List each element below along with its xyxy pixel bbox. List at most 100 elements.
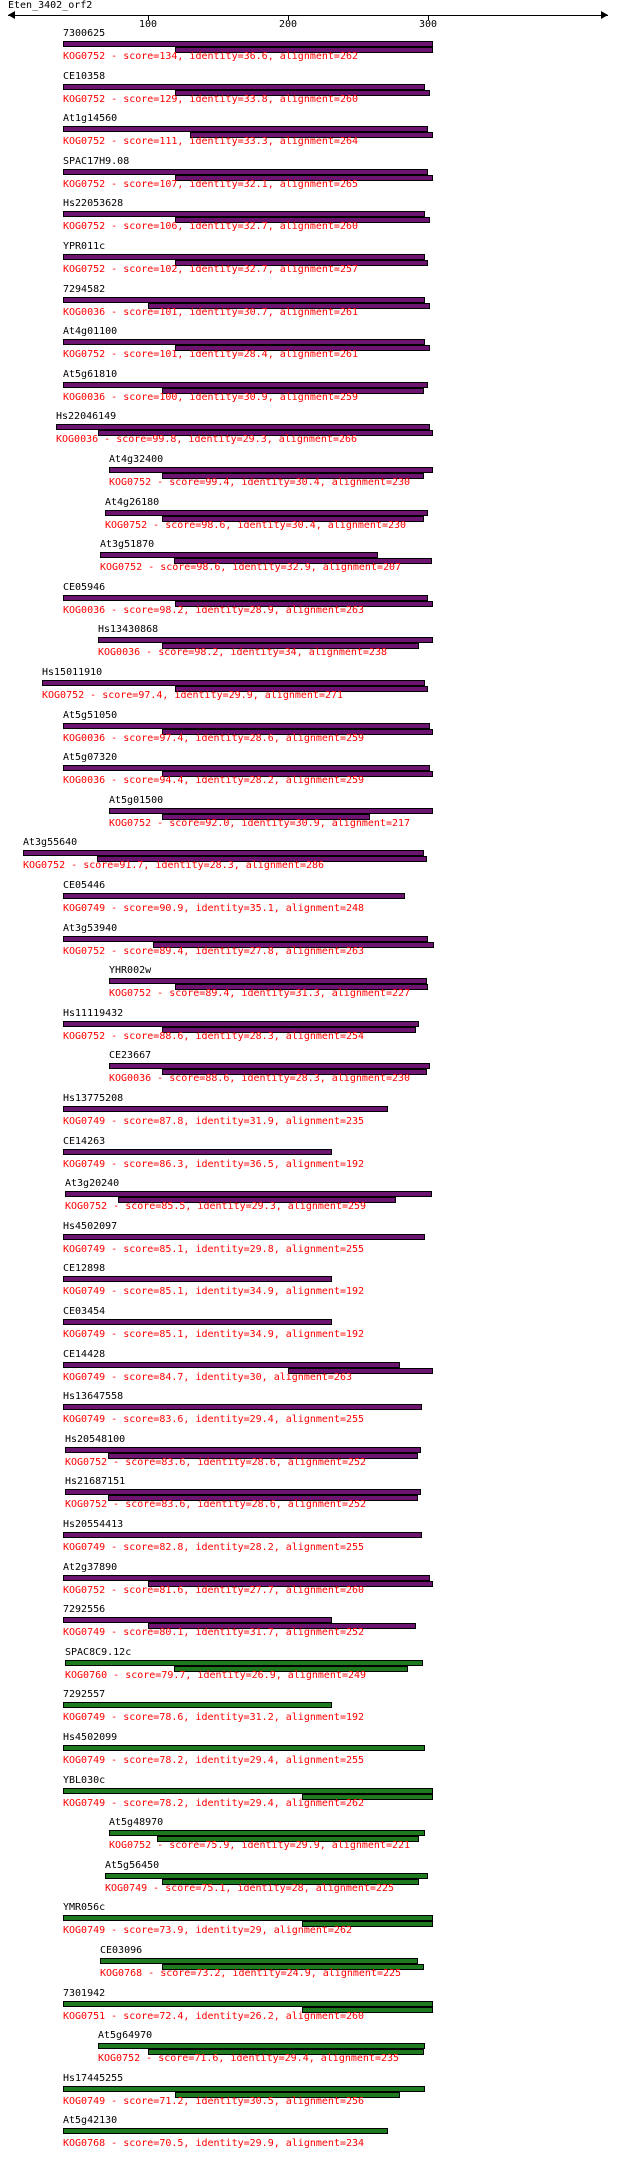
hit-row[interactable]: Hs17445255 KOG0749 - score=71.2, identity… bbox=[63, 2073, 610, 2113]
alignment-bar[interactable] bbox=[65, 1191, 432, 1197]
hit-name[interactable]: At5g01500 bbox=[109, 795, 164, 806]
hit-row[interactable]: CE14428 KOG0749 - score=84.7, identity=30… bbox=[63, 1349, 610, 1389]
alignment-bar[interactable] bbox=[63, 1106, 388, 1112]
hit-row[interactable]: At4g26180 KOG0752 - score=98.6, identity=… bbox=[105, 497, 610, 537]
hit-row[interactable]: YHR002w KOG0752 - score=89.4, identity=31… bbox=[109, 965, 610, 1005]
alignment-bar[interactable] bbox=[63, 1149, 332, 1155]
hit-name[interactable]: Hs17445255 bbox=[63, 2073, 124, 2084]
alignment-bar[interactable] bbox=[109, 467, 433, 473]
hit-name[interactable]: SPAC8C9.12c bbox=[65, 1647, 132, 1658]
alignment-bar[interactable] bbox=[98, 2043, 425, 2049]
alignment-bar[interactable] bbox=[63, 2086, 425, 2092]
alignment-bar[interactable] bbox=[63, 211, 425, 217]
hit-row[interactable]: YBL030c KOG0749 - score=78.2, identity=29… bbox=[63, 1775, 610, 1815]
alignment-bar[interactable] bbox=[23, 850, 424, 856]
alignment-bar[interactable] bbox=[63, 1234, 425, 1240]
alignment-bar[interactable] bbox=[63, 1575, 430, 1581]
alignment-bar[interactable] bbox=[105, 510, 428, 516]
hit-row[interactable]: At4g32400 KOG0752 - score=99.4, identity=… bbox=[109, 454, 610, 494]
hit-name[interactable]: CE05946 bbox=[63, 582, 106, 593]
hit-name[interactable]: CE05446 bbox=[63, 880, 106, 891]
alignment-bar[interactable] bbox=[174, 558, 432, 564]
alignment-bar[interactable] bbox=[175, 90, 430, 96]
hit-row[interactable]: Hs11119432 KOG0752 - score=88.6, identity… bbox=[63, 1008, 610, 1048]
hit-row[interactable]: At5g01500 KOG0752 - score=92.0, identity=… bbox=[109, 795, 610, 835]
alignment-bar[interactable] bbox=[175, 47, 433, 53]
alignment-bar[interactable] bbox=[162, 771, 433, 777]
hit-name[interactable]: Hs20554413 bbox=[63, 1519, 124, 1530]
hit-row[interactable]: CE03454 KOG0749 - score=85.1, identity=34… bbox=[63, 1306, 610, 1346]
hit-name[interactable]: CE03454 bbox=[63, 1306, 106, 1317]
alignment-bar[interactable] bbox=[162, 1879, 419, 1885]
hit-name[interactable]: At5g07320 bbox=[63, 752, 118, 763]
hit-name[interactable]: CE14263 bbox=[63, 1136, 106, 1147]
hit-name[interactable]: YHR002w bbox=[109, 965, 152, 976]
alignment-bar[interactable] bbox=[108, 1453, 418, 1459]
hit-row[interactable]: At5g07320 KOG0036 - score=94.4, identity=… bbox=[63, 752, 610, 792]
alignment-bar[interactable] bbox=[65, 1660, 423, 1666]
hit-row[interactable]: YMR056c KOG0749 - score=73.9, identity=29… bbox=[63, 1902, 610, 1942]
alignment-bar[interactable] bbox=[63, 1702, 332, 1708]
alignment-bar[interactable] bbox=[148, 303, 430, 309]
hit-name[interactable]: At5g42130 bbox=[63, 2115, 118, 2126]
alignment-bar[interactable] bbox=[63, 126, 428, 132]
hit-row[interactable]: 7292557 KOG0749 - score=78.6, identity=31… bbox=[63, 1689, 610, 1729]
hit-row[interactable]: Hs22046149 KOG0036 - score=99.8, identity… bbox=[56, 411, 610, 451]
hit-row[interactable]: Hs13430868 KOG0036 - score=98.2, identity… bbox=[98, 624, 610, 664]
alignment-bar[interactable] bbox=[63, 169, 428, 175]
alignment-bar[interactable] bbox=[162, 473, 424, 479]
hit-row[interactable]: Hs13647558 KOG0749 - score=83.6, identity… bbox=[63, 1391, 610, 1431]
hit-row[interactable]: 7300625 KOG0752 - score=134, identity=36.… bbox=[63, 28, 610, 68]
hit-row[interactable]: Hs20548100 KOG0752 - score=83.6, identity… bbox=[65, 1434, 610, 1474]
alignment-bar[interactable] bbox=[98, 637, 433, 643]
hit-name[interactable]: At3g53940 bbox=[63, 923, 118, 934]
hit-name[interactable]: 7294582 bbox=[63, 284, 106, 295]
alignment-bar[interactable] bbox=[63, 893, 405, 899]
alignment-bar[interactable] bbox=[162, 1964, 424, 1970]
hit-name[interactable]: CE10358 bbox=[63, 71, 106, 82]
hit-row[interactable]: CE05446 KOG0749 - score=90.9, identity=35… bbox=[63, 880, 610, 920]
alignment-bar[interactable] bbox=[162, 729, 433, 735]
alignment-bar[interactable] bbox=[63, 1788, 433, 1794]
alignment-bar[interactable] bbox=[63, 382, 428, 388]
hit-name[interactable]: Hs11119432 bbox=[63, 1008, 124, 1019]
hit-name[interactable]: Hs22053628 bbox=[63, 198, 124, 209]
hit-name[interactable]: CE23667 bbox=[109, 1050, 152, 1061]
alignment-bar[interactable] bbox=[174, 1666, 408, 1672]
hit-row[interactable]: At3g53940 KOG0752 - score=89.4, identity=… bbox=[63, 923, 610, 963]
hit-row[interactable]: At1g14560 KOG0752 - score=111, identity=3… bbox=[63, 113, 610, 153]
hit-name[interactable]: Hs21687151 bbox=[65, 1476, 126, 1487]
hit-row[interactable]: At5g64970 KOG0752 - score=71.6, identity=… bbox=[98, 2030, 610, 2070]
hit-name[interactable]: At4g26180 bbox=[105, 497, 160, 508]
alignment-bar[interactable] bbox=[148, 2049, 424, 2055]
alignment-bar[interactable] bbox=[148, 1581, 433, 1587]
hit-row[interactable]: At4g01100 KOG0752 - score=101, identity=2… bbox=[63, 326, 610, 366]
alignment-bar[interactable] bbox=[118, 1197, 396, 1203]
hit-row[interactable]: CE23667 KOG0036 - score=88.6, identity=28… bbox=[109, 1050, 610, 1090]
hit-row[interactable]: At5g56450 KOG0749 - score=75.1, identity=… bbox=[105, 1860, 610, 1900]
hit-row[interactable]: SPAC17H9.08 KOG0752 - score=107, identity… bbox=[63, 156, 610, 196]
alignment-bar[interactable] bbox=[100, 552, 378, 558]
alignment-bar[interactable] bbox=[63, 2128, 388, 2134]
alignment-bar[interactable] bbox=[148, 1623, 416, 1629]
hit-name[interactable]: At3g55640 bbox=[23, 837, 78, 848]
alignment-bar[interactable] bbox=[175, 175, 433, 181]
hit-name[interactable]: SPAC17H9.08 bbox=[63, 156, 130, 167]
hit-name[interactable]: Hs13775208 bbox=[63, 1093, 124, 1104]
hit-name[interactable]: YMR056c bbox=[63, 1902, 106, 1913]
hit-row[interactable]: Hs4502099 KOG0749 - score=78.2, identity=… bbox=[63, 1732, 610, 1772]
hit-name[interactable]: 7300625 bbox=[63, 28, 106, 39]
alignment-bar[interactable] bbox=[288, 1368, 433, 1374]
hit-row[interactable]: 7294582 KOG0036 - score=101, identity=30.… bbox=[63, 284, 610, 324]
hit-row[interactable]: CE14263 KOG0749 - score=86.3, identity=36… bbox=[63, 1136, 610, 1176]
alignment-bar[interactable] bbox=[97, 856, 427, 862]
alignment-bar[interactable] bbox=[63, 1532, 422, 1538]
hit-name[interactable]: At3g51870 bbox=[100, 539, 155, 550]
alignment-bar[interactable] bbox=[162, 643, 419, 649]
alignment-bar[interactable] bbox=[42, 680, 425, 686]
alignment-bar[interactable] bbox=[302, 1921, 433, 1927]
hit-row[interactable]: At3g20240 KOG0752 - score=85.5, identity=… bbox=[65, 1178, 610, 1218]
hit-row[interactable]: 7301942 KOG0751 - score=72.4, identity=26… bbox=[63, 1988, 610, 2028]
hit-name[interactable]: At3g20240 bbox=[65, 1178, 120, 1189]
hit-name[interactable]: At5g64970 bbox=[98, 2030, 153, 2041]
